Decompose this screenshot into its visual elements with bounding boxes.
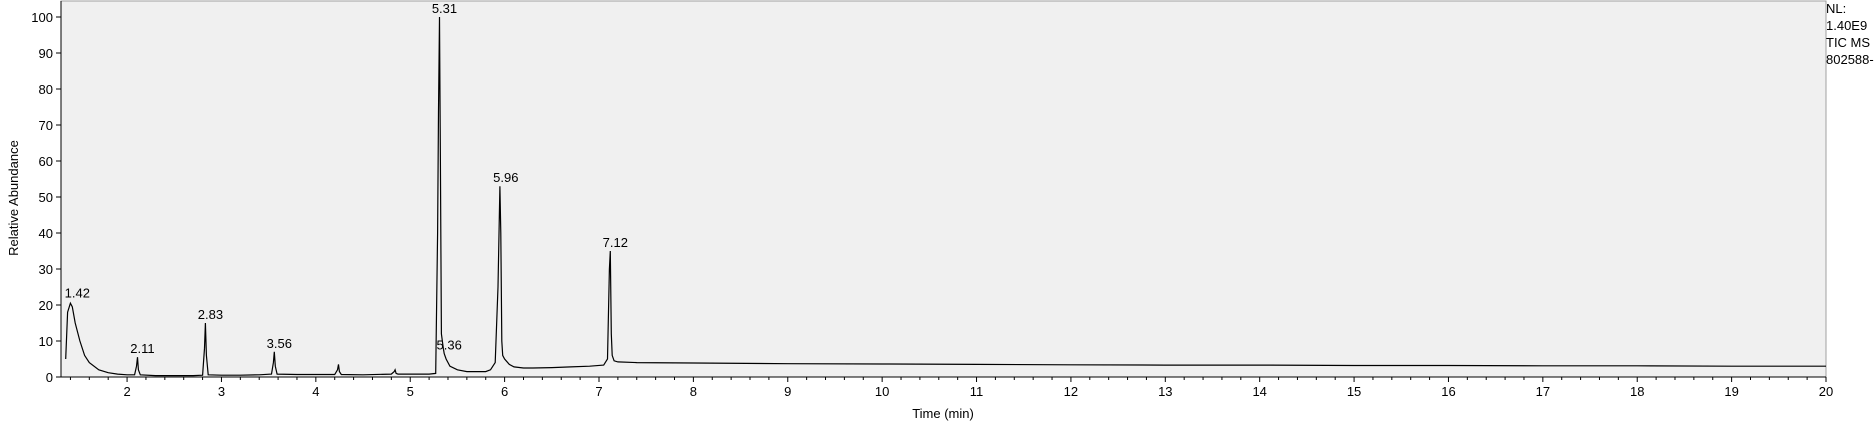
x-tick-label: 4 (312, 384, 319, 399)
x-axis-title: Time (min) (912, 406, 974, 421)
info-line: 1.40E9 (1826, 18, 1868, 33)
peak-label: 5.31 (432, 1, 457, 16)
y-tick-label: 80 (39, 82, 53, 97)
y-tick-label: 70 (39, 118, 53, 133)
x-tick-label: 12 (1064, 384, 1078, 399)
x-tick-label: 20 (1819, 384, 1833, 399)
y-tick-label: 40 (39, 226, 53, 241)
x-tick-label: 11 (970, 384, 984, 399)
y-tick-label: 0 (46, 370, 53, 385)
peak-label: 1.42 (65, 285, 90, 300)
x-tick-label: 17 (1536, 384, 1550, 399)
x-tick-label: 9 (784, 384, 791, 399)
x-tick-label: 3 (218, 384, 225, 399)
peak-label: 3.56 (267, 336, 292, 351)
x-tick-label: 13 (1158, 384, 1172, 399)
x-tick-label: 18 (1630, 384, 1644, 399)
info-line: 802588- (1826, 52, 1874, 67)
y-tick-label: 50 (39, 190, 53, 205)
peak-label: 5.96 (493, 170, 518, 185)
scan-info: NL: 1.40E9 TIC MS 802588- (1826, 0, 1874, 68)
plot-area (60, 0, 1827, 378)
x-tick-label: 6 (501, 384, 508, 399)
y-tick-label: 60 (39, 154, 53, 169)
x-tick-label: 5 (407, 384, 414, 399)
x-tick-label: 15 (1347, 384, 1361, 399)
peak-label: 7.12 (603, 235, 628, 250)
x-tick-label: 16 (1441, 384, 1455, 399)
peak-label: 2.83 (198, 307, 223, 322)
y-axis: 0 10 20 30 40 50 60 70 80 90 100 (31, 1, 62, 385)
y-tick-label: 90 (39, 46, 53, 61)
y-axis-title: Relative Abundance (6, 140, 21, 256)
y-tick-label: 10 (39, 334, 53, 349)
x-tick-label: 14 (1252, 384, 1266, 399)
peak-labels: 1.42 2.11 2.83 3.56 5.31 5.36 5.96 7.12 (65, 1, 628, 356)
x-tick-label: 7 (595, 384, 602, 399)
peak-label: 5.36 (437, 338, 462, 353)
info-line: TIC MS (1826, 35, 1871, 50)
x-tick-label: 2 (123, 384, 130, 399)
peak-label: 2.11 (130, 341, 154, 356)
y-tick-label: 100 (31, 10, 53, 25)
tic-trace (65, 16, 1826, 377)
info-line: NL: (1826, 1, 1847, 16)
y-tick-label: 30 (39, 262, 53, 277)
x-tick-label: 8 (690, 384, 697, 399)
x-axis: 2 3 4 5 6 7 8 9 10 11 12 13 14 15 16 17 18 19 20 (61, 376, 1833, 399)
x-tick-label: 10 (875, 384, 889, 399)
x-tick-label: 19 (1724, 384, 1738, 399)
y-tick-label: 20 (39, 298, 53, 313)
